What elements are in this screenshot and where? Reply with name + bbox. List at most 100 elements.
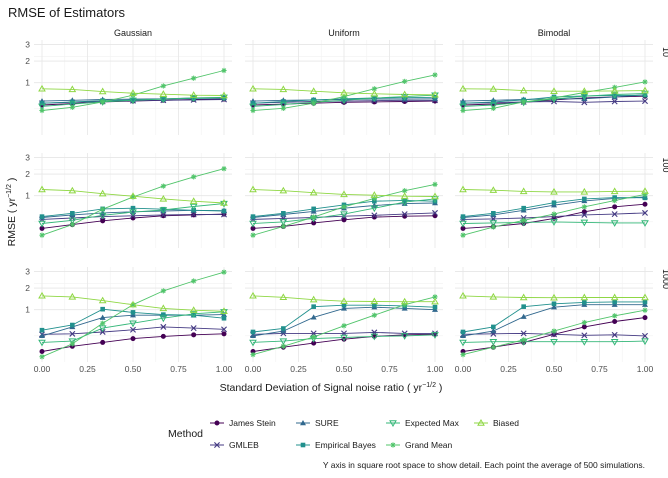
panel-100-gaussian-point-expected_max (220, 200, 228, 208)
panel-100-uniform-point-biased (309, 188, 318, 196)
facet-strip-n-100: 100 (661, 157, 668, 172)
panel-1000-uniform-point-biased (249, 291, 257, 299)
panel-1000-bimodal-point-empirical_bayes (551, 301, 557, 307)
panel-100-gaussian-point-grand_mean-stroke-d (100, 206, 105, 212)
panel-10-gaussian-point-expected_max (189, 95, 198, 103)
panel-1000-uniform-point-empirical_bayes (311, 304, 316, 309)
panel-1000-gaussian-point-expected_max (38, 339, 46, 347)
panel-100-gaussian-point-empirical_bayes (161, 206, 166, 212)
x-tick-label: 0.75 (381, 364, 398, 374)
panel-100-uniform-point-grand_mean-stroke-d (281, 224, 286, 229)
panel-1000-bimodal-point-grand_mean (521, 337, 527, 343)
panel-10-bimodal-point-biased (550, 87, 558, 94)
panel-10-bimodal-point-biased (641, 86, 649, 94)
legend-key-marker-biased (477, 418, 485, 426)
panel-1000-bimodal-point-grand_mean-stroke-d (642, 307, 648, 313)
panel-1000-uniform-point-empirical_bayes (281, 326, 286, 331)
panel-10-bimodal-point-empirical_bayes (642, 92, 648, 98)
panel-10-bimodal-point-grand_mean-stroke-d (551, 95, 557, 101)
panel-100-uniform-point-biased (279, 186, 288, 194)
panel-100-gaussian-point-grand_mean (191, 174, 197, 180)
panel-1000-gaussian-point-empirical_bayes (39, 327, 45, 333)
panel-1000-bimodal-point-biased (459, 291, 467, 299)
panel-10-gaussian-point-biased (220, 91, 228, 99)
panel-100-uniform-point-empirical_bayes (311, 206, 316, 212)
panel-1000-gaussian-point-grand_mean-stroke-d (161, 288, 166, 294)
panel-10-gaussian-point-grand_mean-stroke-d (161, 83, 166, 89)
panel-1000-gaussian-point-biased (68, 292, 77, 300)
legend-key-marker-empirical_bayes (300, 442, 306, 448)
panel-100-uniform-point-biased (249, 185, 257, 193)
panel-100-bimodal-point-expected_max (550, 219, 558, 226)
panel-10-bimodal-point-expected_max (641, 90, 649, 98)
panel-100-gaussian-point-biased (189, 197, 198, 204)
y-tick-label: 3 (25, 266, 30, 276)
panel-1000-gaussian-point-sure (130, 312, 136, 318)
panel-100-bimodal-point-grand_mean (642, 191, 648, 198)
panel-10-bimodal-point-empirical_bayes (612, 93, 617, 98)
y-tick-label: 1 (25, 191, 30, 201)
panel-1000-gaussian-point-expected_max (220, 309, 228, 316)
panel-1000-bimodal-point-empirical_bayes (491, 324, 496, 330)
panel-100-uniform-point-gmleb-stroke-b (401, 211, 408, 218)
panel-10-bimodal-point-biased (610, 86, 619, 94)
legend-label-sure: SURE (315, 418, 339, 428)
panel-1000-gaussian-point-expected_max (159, 315, 168, 323)
panel-1000-bimodal-point-expected_max (459, 339, 467, 347)
panel-100-bimodal-point-james_stein (581, 209, 587, 215)
panel-100-gaussian-point-biased (159, 194, 168, 202)
panel-1000-gaussian-point-gmleb-stroke-b (69, 330, 76, 337)
panel-100-uniform-point-grand_mean-stroke-d (311, 214, 316, 220)
panel-100-bimodal-point-grand_mean-stroke-d (551, 211, 557, 217)
panel-1000-bimodal-point-gmleb (581, 332, 588, 339)
legend-key-marker-sure (300, 420, 306, 426)
panel-100-uniform-point-biased (400, 192, 409, 199)
panel-1000-gaussian-point-james_stein (191, 332, 197, 338)
panel-10-bimodal-point-grand_mean-stroke-d (521, 99, 526, 105)
panel-1000-gaussian-point-grand_mean-stroke-d (70, 341, 75, 347)
legend-item-biased: Biased (474, 418, 519, 428)
panel-10-bimodal-point-expected_max (459, 103, 467, 111)
panel-1000-gaussian-point-empirical_bayes (191, 312, 196, 318)
panel-10-uniform-point-grand_mean-stroke-d (250, 108, 256, 113)
panel-1000-gaussian-point-sure (39, 332, 45, 339)
panel-1000-bimodal-line-expected_max (462, 340, 646, 343)
panel-1000-uniform-point-biased (370, 297, 379, 305)
panel-1000-uniform-point-biased (431, 297, 439, 305)
x-tick-label: 0.00 (34, 364, 51, 374)
panel-100-bimodal-point-grand_mean (551, 211, 557, 217)
x-tick-label: 1.00 (216, 364, 233, 374)
panel-10-bimodal-line-biased (462, 88, 646, 92)
panel-1000-bimodal-point-empirical_bayes (521, 304, 526, 309)
panel-10-gaussian-point-grand_mean-stroke-d (191, 75, 196, 81)
panel-100-bimodal-point-empirical_bayes (582, 196, 587, 202)
panel-100-bimodal-point-biased (489, 186, 498, 193)
panel-100-gaussian-point-james_stein (100, 218, 106, 224)
panel-100-bimodal-point-empirical_bayes (612, 195, 617, 200)
panel-1000-bimodal-point-expected_max (641, 338, 649, 346)
panel-100-gaussian-point-expected_max (129, 209, 137, 217)
panel-10-uniform-point-grand_mean-stroke-d (372, 86, 377, 92)
legend-label-biased: Biased (493, 418, 519, 428)
panel-1000-uniform-point-expected_max (340, 334, 348, 342)
panel-1000-bimodal-point-gmleb-stroke-b (581, 332, 588, 339)
legend-item-empirical_bayes: Empirical Bayes (296, 440, 376, 450)
panel-100-bimodal-point-grand_mean-stroke-d (582, 204, 587, 210)
panel-100-gaussian-point-empirical_bayes (70, 211, 75, 216)
facet-strip-uniform: Uniform (328, 28, 360, 38)
panel-100-uniform-point-empirical_bayes (372, 198, 377, 204)
panel-1000-bimodal-point-expected_max (489, 339, 498, 346)
panel-100-bimodal-point-biased (519, 187, 528, 195)
panel-10-bimodal-point-biased (459, 84, 467, 92)
panel-10-gaussian-point-biased (68, 85, 77, 93)
panel-1000-gaussian-point-grand_mean (221, 269, 227, 275)
panel-100-bimodal-point-gmleb-stroke-b (642, 209, 648, 216)
panel-1000-uniform-point-expected_max (279, 338, 288, 346)
panel-100-gaussian-point-empirical_bayes (39, 214, 45, 219)
panel-10-bimodal-point-biased (519, 86, 528, 94)
panel-10-uniform-point-biased (249, 84, 257, 92)
panel-10-uniform-point-grand_mean (432, 72, 438, 78)
panel-10-gaussian-point-grand_mean (160, 83, 166, 89)
panel-1000-bimodal-point-expected_max (580, 339, 589, 346)
panel-100-bimodal-point-expected_max (641, 220, 649, 227)
